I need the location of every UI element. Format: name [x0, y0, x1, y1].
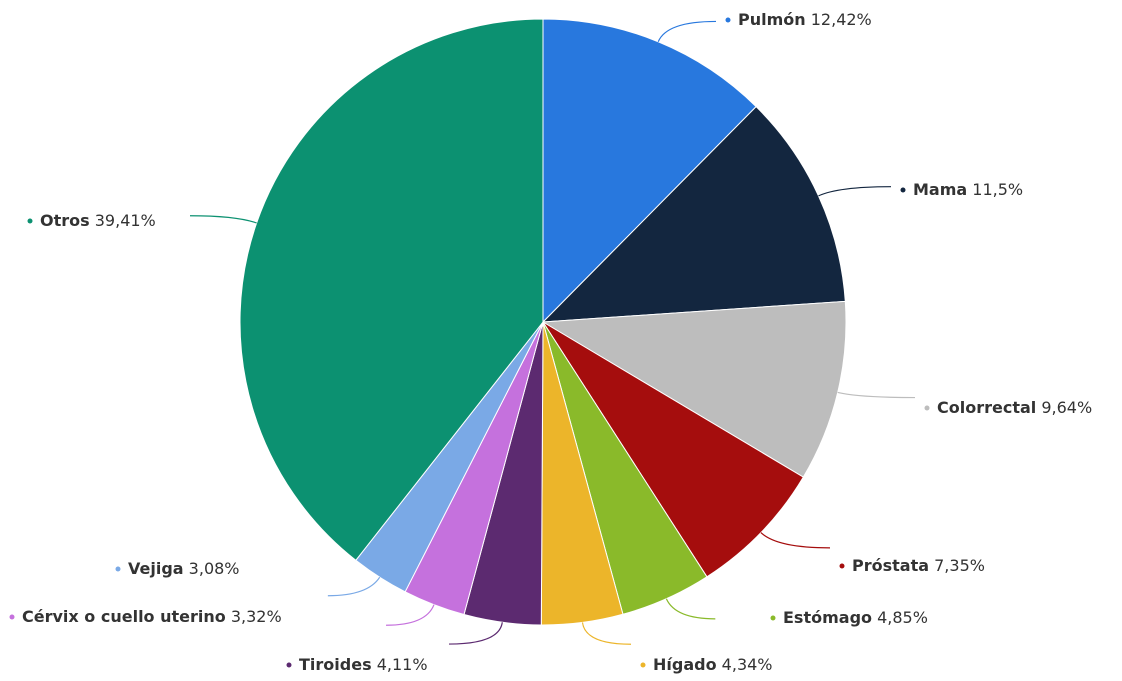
- label-value: 11,5%: [972, 180, 1023, 199]
- connector: [665, 598, 716, 620]
- legend-dot: [115, 566, 121, 572]
- data-label: Cérvix o cuello uterino 3,32%: [22, 607, 282, 626]
- data-label: Tiroides 4,11%: [299, 655, 428, 674]
- label-value: 4,85%: [877, 608, 928, 627]
- legend-dot: [900, 187, 906, 193]
- label-name: Pulmón: [738, 10, 806, 29]
- connector: [657, 20, 717, 43]
- label-name: Otros: [40, 211, 90, 230]
- label-value: 7,35%: [934, 556, 985, 575]
- legend-dot: [770, 615, 776, 621]
- legend-dot: [286, 662, 292, 668]
- legend-dot: [725, 17, 731, 23]
- label-value: 39,41%: [95, 211, 156, 230]
- data-label: Pulmón 12,42%: [738, 10, 872, 29]
- connector: [760, 532, 831, 549]
- data-label: Otros 39,41%: [40, 211, 156, 230]
- data-label: Colorrectal 9,64%: [937, 398, 1092, 417]
- data-label: Estómago 4,85%: [783, 608, 928, 627]
- connector: [386, 604, 435, 626]
- label-value: 3,32%: [231, 607, 282, 626]
- label-value: 4,11%: [377, 655, 428, 674]
- label-name: Vejiga: [128, 559, 184, 578]
- pie-slice: [542, 18, 757, 324]
- label-name: Mama: [913, 180, 967, 199]
- connector: [189, 215, 257, 224]
- label-name: Hígado: [653, 655, 717, 674]
- connector: [327, 576, 381, 597]
- label-value: 3,08%: [189, 559, 240, 578]
- data-label: Vejiga 3,08%: [128, 559, 240, 578]
- connector: [581, 622, 632, 645]
- label-name: Colorrectal: [937, 398, 1036, 417]
- label-name: Tiroides: [299, 655, 372, 674]
- connector: [448, 622, 503, 645]
- connector: [818, 186, 892, 197]
- pie-slice: [541, 300, 847, 478]
- data-label: Próstata 7,35%: [852, 556, 985, 575]
- label-name: Estómago: [783, 608, 872, 627]
- label-value: 4,34%: [722, 655, 773, 674]
- pie-slice: [541, 105, 846, 323]
- data-label: Mama 11,5%: [913, 180, 1023, 199]
- legend-dot: [9, 614, 15, 620]
- label-value: 12,42%: [811, 10, 872, 29]
- legend-dot: [640, 662, 646, 668]
- label-name: Cérvix o cuello uterino: [22, 607, 226, 626]
- connector: [837, 391, 916, 399]
- pie-slice: [239, 18, 544, 561]
- data-label: Hígado 4,34%: [653, 655, 773, 674]
- legend-dot: [924, 405, 930, 411]
- label-name: Próstata: [852, 556, 929, 575]
- legend-dot: [27, 218, 33, 224]
- label-value: 9,64%: [1041, 398, 1092, 417]
- legend-dot: [839, 563, 845, 569]
